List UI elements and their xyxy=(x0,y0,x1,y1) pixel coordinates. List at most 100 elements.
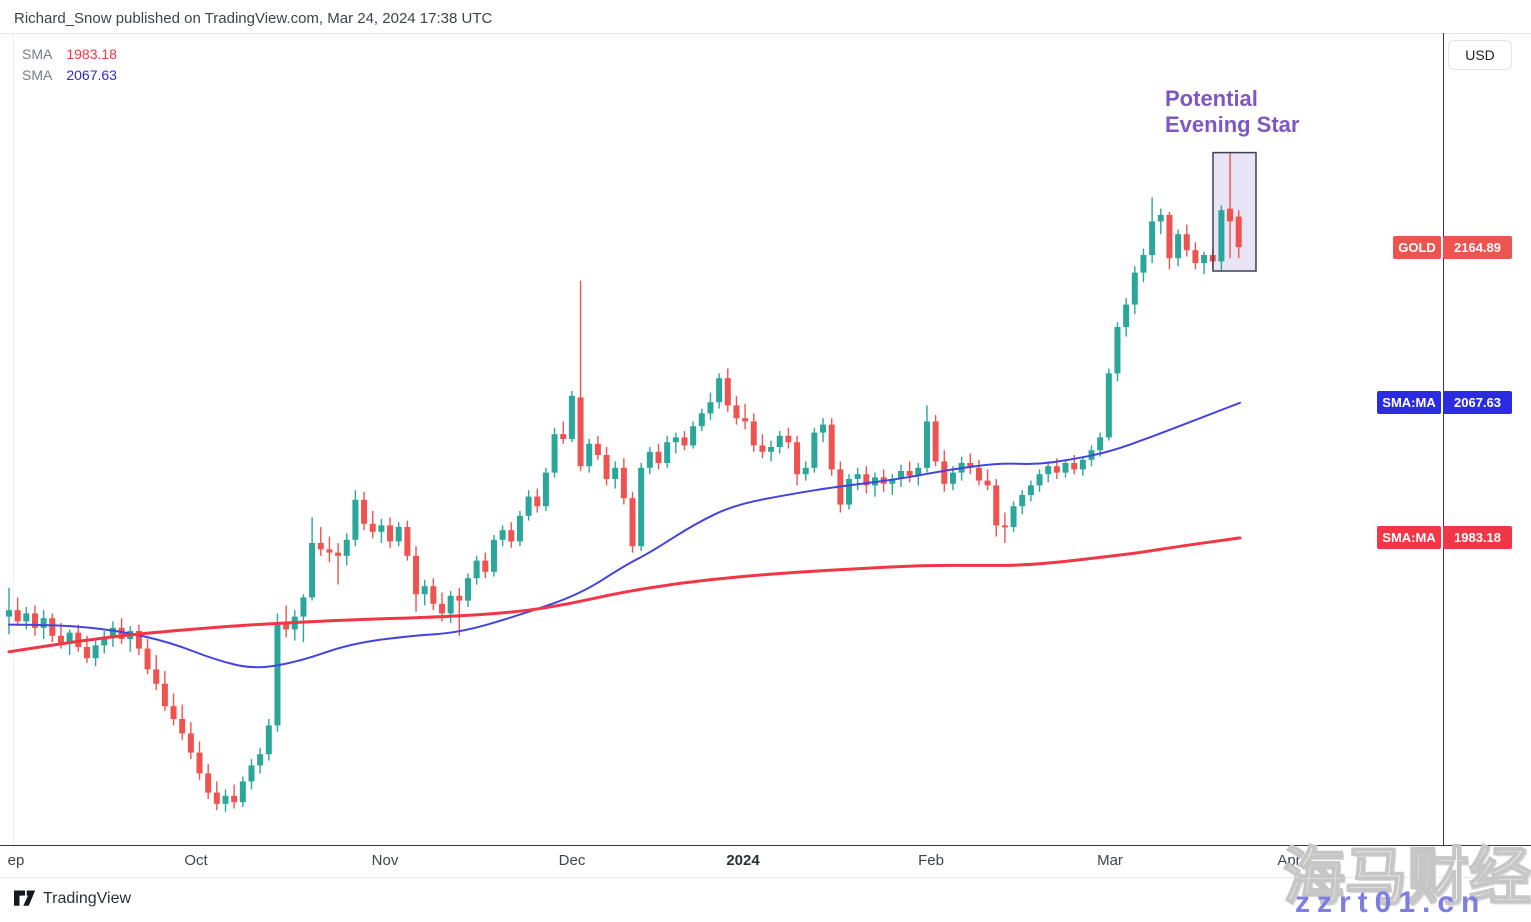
candle-body xyxy=(897,471,904,479)
candle-body xyxy=(776,435,783,447)
candle-body xyxy=(681,437,688,446)
candle-body xyxy=(646,451,653,468)
legend-row-sma-slow[interactable]: SMA 1983.18 xyxy=(22,44,117,65)
candle-body xyxy=(144,648,151,670)
gold-axis-value: 2164.89 xyxy=(1443,235,1512,259)
indicator-legend: SMA 1983.18 SMA 2067.63 xyxy=(22,44,117,86)
legend-row-sma-fast[interactable]: SMA 2067.63 xyxy=(22,65,117,86)
candle-body xyxy=(40,618,47,628)
price-axis-border xyxy=(1443,33,1444,845)
candle-body xyxy=(577,397,584,467)
watermark-chinese-text: 海马财经 xyxy=(1282,842,1531,913)
candle-body xyxy=(586,443,593,467)
candle-body xyxy=(430,586,437,604)
candle-body xyxy=(205,773,212,793)
candle-body xyxy=(1227,208,1234,222)
candle-body xyxy=(863,474,870,486)
sma-fast-axis-label: SMA:MA xyxy=(1377,391,1441,415)
candle-body xyxy=(785,435,792,443)
candle-body xyxy=(248,765,255,782)
candle-body xyxy=(404,527,411,556)
plot-left-border xyxy=(13,33,14,845)
candle-body xyxy=(594,443,601,455)
candle-body xyxy=(118,627,125,639)
sma-slow-axis-value: 1983.18 xyxy=(1443,526,1512,550)
candle-body xyxy=(473,560,480,579)
candle-body xyxy=(707,402,714,414)
candle-body xyxy=(447,595,454,614)
candle-body xyxy=(612,467,619,479)
currency-toggle-button[interactable]: USD xyxy=(1448,40,1512,70)
time-axis[interactable]: ep Oct Nov Dec 2024 Feb Mar Apr xyxy=(0,846,1443,877)
candle-body xyxy=(361,499,368,524)
candle-body xyxy=(768,447,775,452)
time-tick-Oct: Oct xyxy=(184,852,208,869)
candle-body xyxy=(698,413,705,427)
candle-body xyxy=(101,637,108,646)
candle-body xyxy=(309,543,316,598)
time-axis-border xyxy=(0,845,1531,846)
candle-body xyxy=(317,543,324,550)
candle-body xyxy=(542,472,549,507)
candle-body xyxy=(352,499,359,540)
tradingview-logo-icon xyxy=(14,890,36,906)
candle-body xyxy=(1045,466,1052,475)
legend-value: 1983.18 xyxy=(66,46,117,62)
candle-body xyxy=(92,645,99,659)
candle-body xyxy=(1071,463,1078,470)
time-tick-ep: ep xyxy=(7,852,25,869)
candle-body xyxy=(1218,210,1225,262)
candle-body xyxy=(690,426,697,446)
candle-body xyxy=(1140,255,1147,273)
candle-body xyxy=(889,479,896,484)
price-axis[interactable]: 2250.002225.002200.002175.002150.002125.… xyxy=(1444,33,1531,845)
gold-axis-label: GOLD xyxy=(1393,235,1441,259)
candle-body xyxy=(395,527,402,542)
candle-body xyxy=(1019,495,1026,507)
candle-body xyxy=(794,442,801,475)
candle-body xyxy=(949,472,956,484)
candle-body xyxy=(923,421,930,468)
candle-body xyxy=(179,719,186,734)
candle-body xyxy=(161,683,168,707)
candle-body xyxy=(1105,373,1112,438)
candle-body xyxy=(1131,272,1138,305)
candle-body xyxy=(283,623,290,630)
candle-body xyxy=(620,467,627,499)
candle-body xyxy=(1027,485,1034,495)
candle-body xyxy=(274,623,281,726)
candle-body xyxy=(49,618,56,636)
candle-body xyxy=(1157,215,1164,222)
candle-body xyxy=(1201,255,1208,263)
time-tick-Mar: Mar xyxy=(1097,852,1123,869)
time-tick-Apr: Apr xyxy=(1277,852,1301,869)
sma-slow-line xyxy=(7,536,1242,654)
candle-body xyxy=(638,467,645,547)
evening-star-highlight-border xyxy=(1212,151,1257,272)
legend-label: SMA xyxy=(22,46,53,62)
candle-body xyxy=(672,437,679,443)
candle-body xyxy=(1114,327,1121,374)
candle-body xyxy=(135,631,142,649)
candle-body xyxy=(231,795,238,803)
legend-label: SMA xyxy=(22,67,53,83)
candle-body xyxy=(14,610,21,622)
candle-body xyxy=(508,530,515,542)
candle-body xyxy=(499,530,506,540)
candle-body xyxy=(655,451,662,463)
footer-separator xyxy=(0,877,1531,878)
candle-body xyxy=(846,479,853,505)
sma-fast-line xyxy=(8,401,1241,669)
candle-body xyxy=(1097,437,1104,451)
candle-body xyxy=(854,474,861,479)
candle-body xyxy=(1001,525,1008,528)
candle-body xyxy=(993,485,1000,526)
candle-body xyxy=(724,378,731,406)
candle-body xyxy=(906,471,913,476)
time-tick-Dec: Dec xyxy=(558,852,586,869)
candle-body xyxy=(265,725,272,755)
candle-body xyxy=(456,595,463,601)
candle-body xyxy=(153,669,160,684)
candle-body xyxy=(750,421,757,446)
